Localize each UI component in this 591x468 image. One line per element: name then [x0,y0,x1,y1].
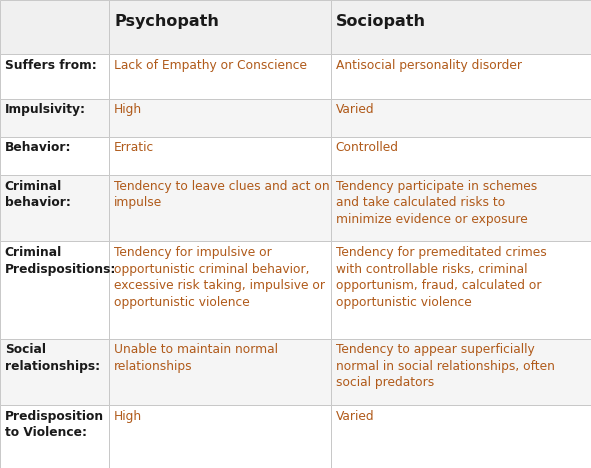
Bar [109,54,331,99]
Bar [0,54,109,99]
Text: Predisposition
to Violence:: Predisposition to Violence: [5,410,104,439]
Bar [331,241,591,339]
Text: Suffers from:: Suffers from: [5,59,96,72]
Text: Tendency to appear superficially
normal in social relationships, often
social pr: Tendency to appear superficially normal … [336,344,554,389]
Bar [109,405,331,468]
Text: Impulsivity:: Impulsivity: [5,103,86,116]
Text: Tendency participate in schemes
and take calculated risks to
minimize evidence o: Tendency participate in schemes and take… [336,180,537,226]
Bar [331,54,591,99]
Bar [0,137,109,175]
Text: Erratic: Erratic [114,141,154,154]
Text: Varied: Varied [336,103,374,116]
Bar [109,0,331,54]
Bar [331,339,591,405]
Text: Behavior:: Behavior: [5,141,72,154]
Bar [331,0,591,54]
Text: Criminal
behavior:: Criminal behavior: [5,180,70,209]
Bar [331,405,591,468]
Text: Sociopath: Sociopath [336,15,426,29]
Text: Tendency to leave clues and act on
impulse: Tendency to leave clues and act on impul… [114,180,330,209]
Bar [331,99,591,137]
Bar [109,241,331,339]
Bar [109,137,331,175]
Text: Tendency for premeditated crimes
with controllable risks, criminal
opportunism, : Tendency for premeditated crimes with co… [336,246,547,308]
Bar [0,339,109,405]
Text: Criminal
Predispositions:: Criminal Predispositions: [5,246,116,276]
Text: High: High [114,410,142,423]
Bar [331,137,591,175]
Text: Lack of Empathy or Conscience: Lack of Empathy or Conscience [114,59,307,72]
Bar [331,175,591,241]
Bar [0,405,109,468]
Bar [0,175,109,241]
Bar [109,175,331,241]
Bar [109,339,331,405]
Text: Controlled: Controlled [336,141,399,154]
Bar [0,99,109,137]
Text: High: High [114,103,142,116]
Bar [0,0,109,54]
Bar [109,99,331,137]
Text: Unable to maintain normal
relationships: Unable to maintain normal relationships [114,344,278,373]
Text: Psychopath: Psychopath [114,15,219,29]
Text: Social
relationships:: Social relationships: [5,344,100,373]
Text: Tendency for impulsive or
opportunistic criminal behavior,
excessive risk taking: Tendency for impulsive or opportunistic … [114,246,325,308]
Bar [0,241,109,339]
Text: Varied: Varied [336,410,374,423]
Text: Antisocial personality disorder: Antisocial personality disorder [336,59,522,72]
